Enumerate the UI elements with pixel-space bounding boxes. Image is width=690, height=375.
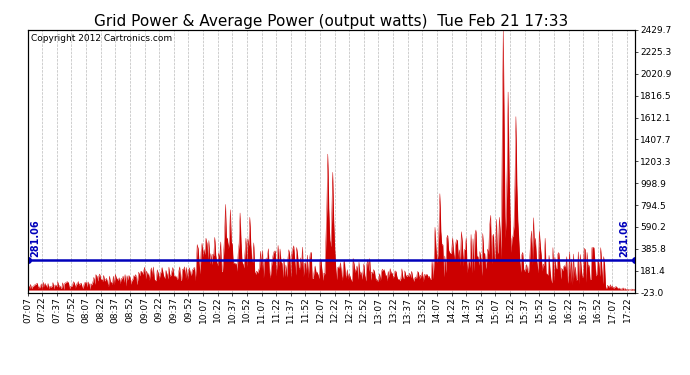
Text: 281.06: 281.06 [30, 219, 41, 257]
Text: 281.06: 281.06 [619, 219, 629, 257]
Title: Grid Power & Average Power (output watts)  Tue Feb 21 17:33: Grid Power & Average Power (output watts… [94, 14, 569, 29]
Text: Copyright 2012 Cartronics.com: Copyright 2012 Cartronics.com [30, 34, 172, 43]
